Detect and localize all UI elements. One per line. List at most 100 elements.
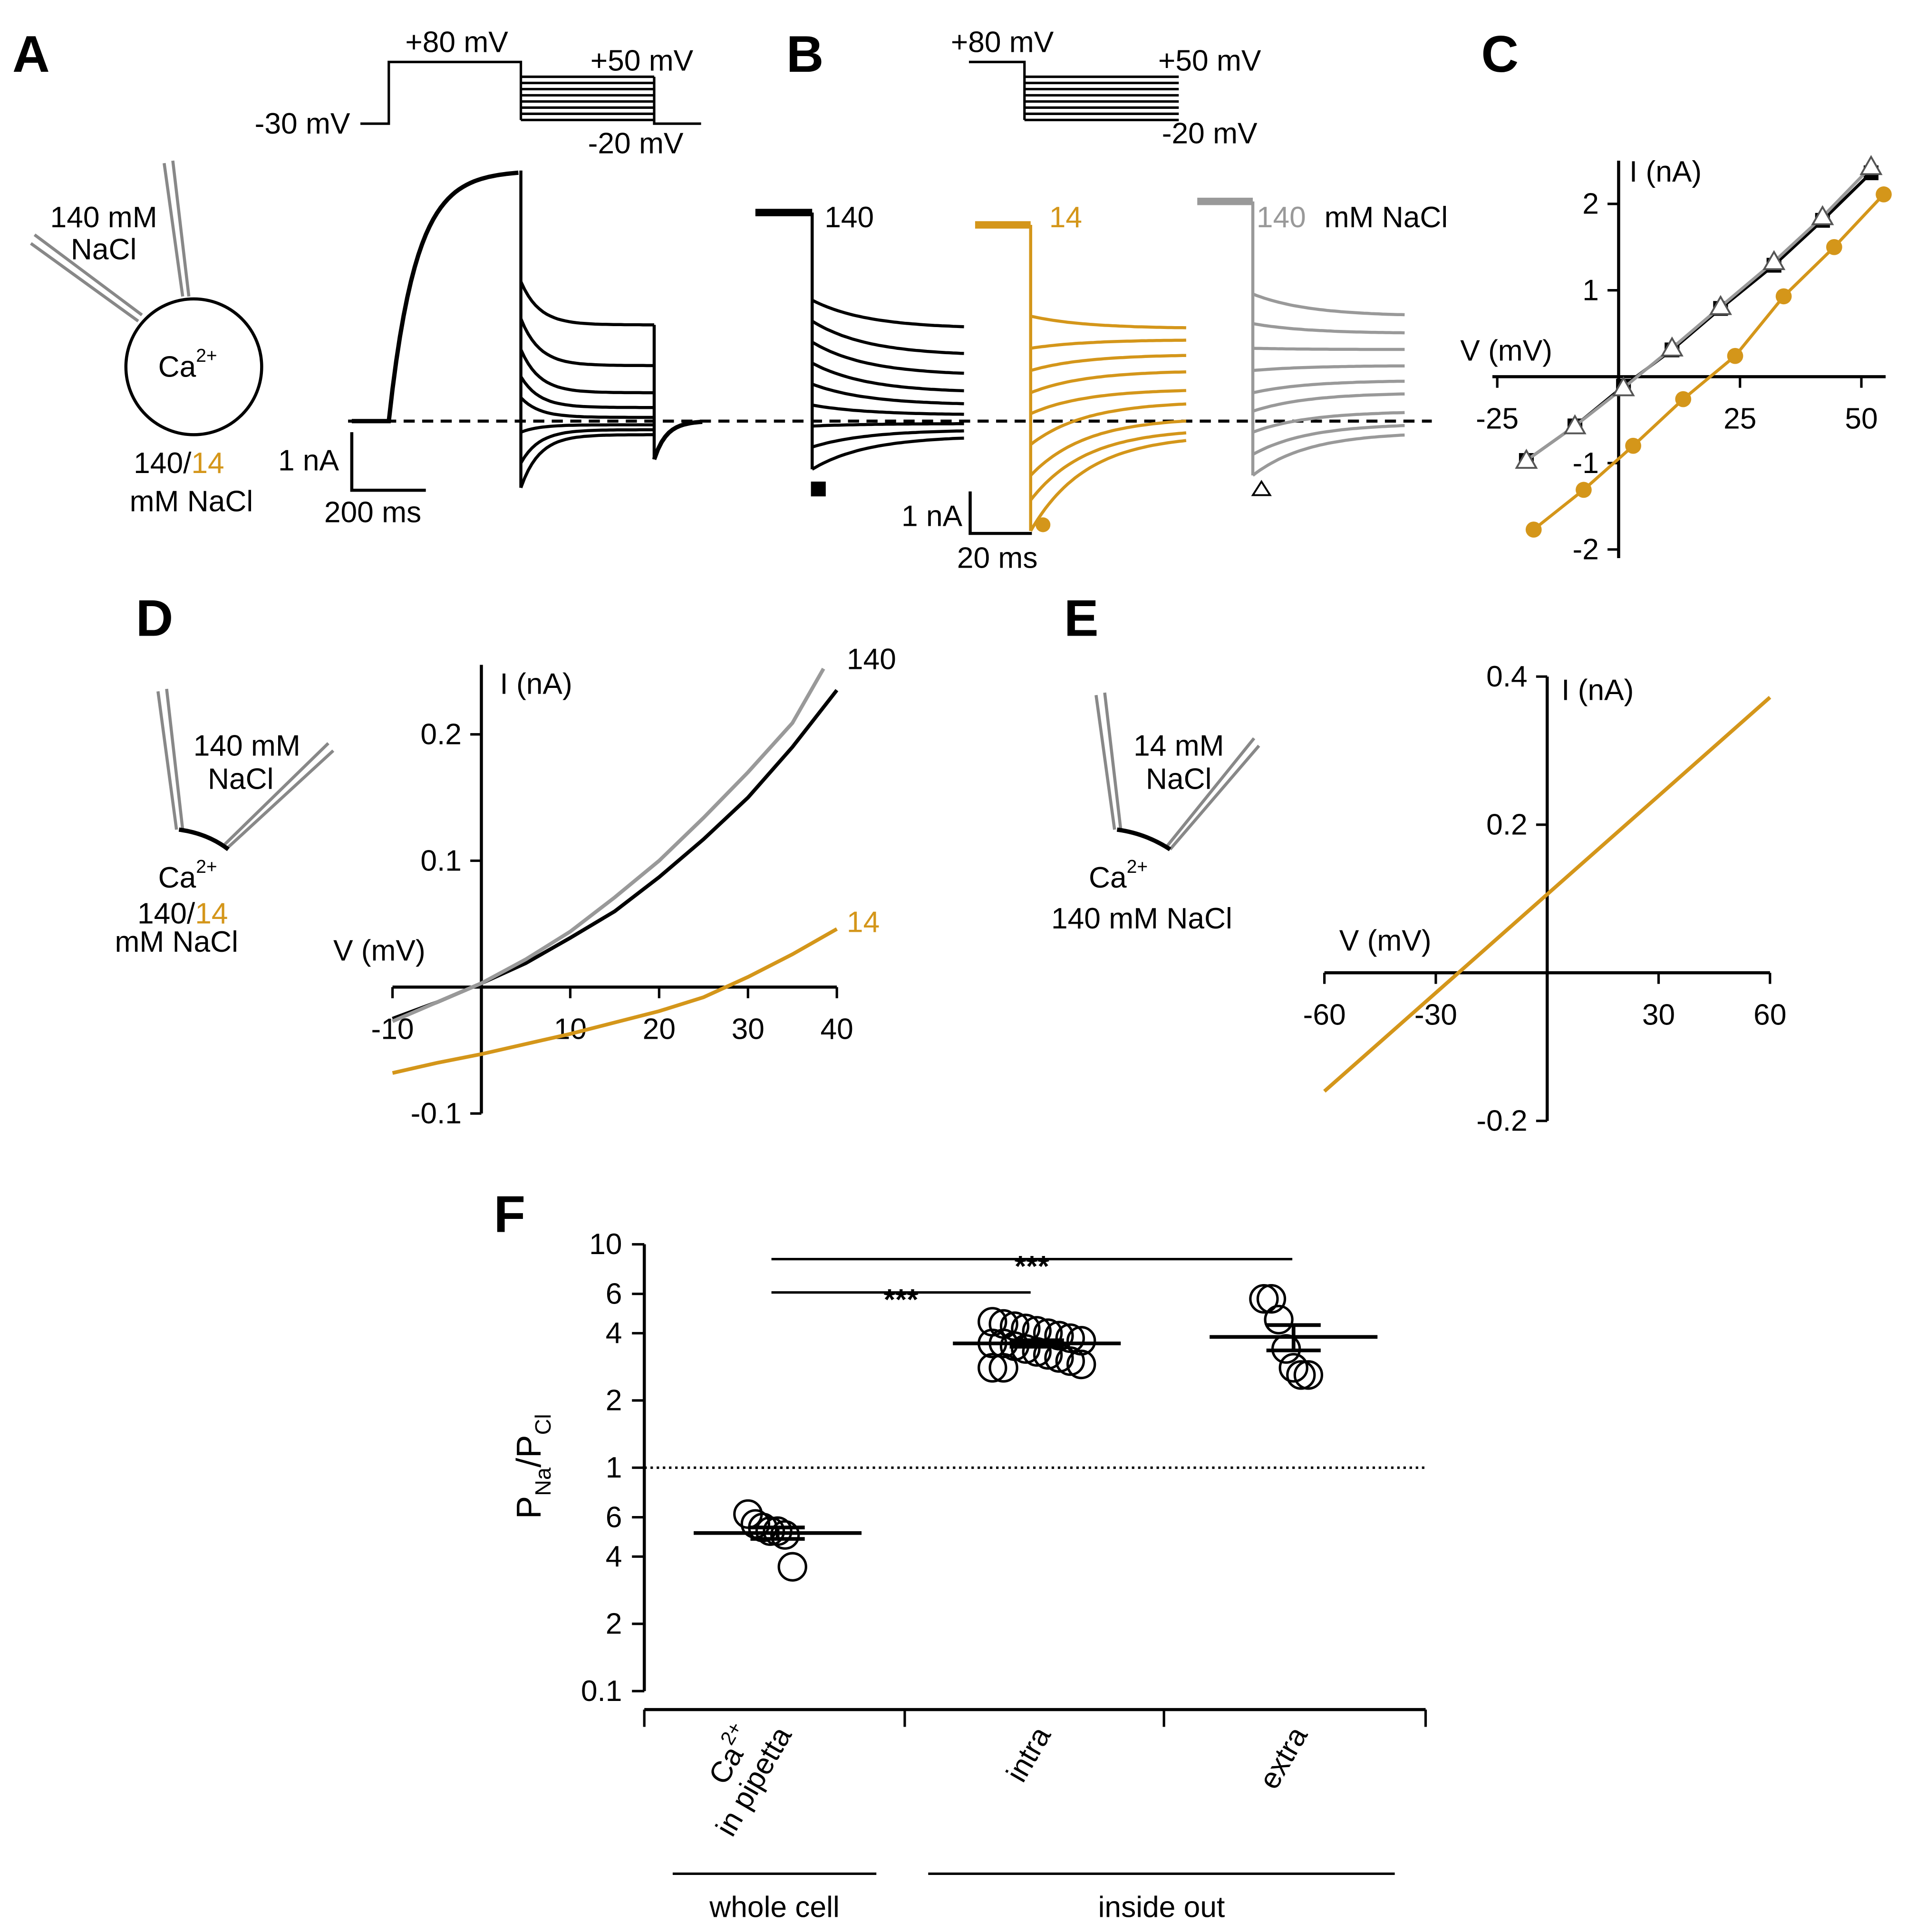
pipette [163, 160, 191, 297]
current-trace [811, 436, 964, 471]
data-point [763, 1516, 793, 1546]
solution-part: 140/ [134, 447, 192, 480]
y-tick-label: 6 [606, 1277, 622, 1310]
voltage-protocol [360, 60, 701, 125]
current-trace [519, 318, 654, 367]
data-point [1811, 205, 1834, 225]
y-axis-label: I (nA) [500, 668, 572, 701]
cell-drawing [29, 160, 1432, 851]
trace-label: 14 [1049, 201, 1082, 234]
y-tick-label: 0.2 [1486, 809, 1528, 841]
x-tick-label: -60 [1303, 998, 1346, 1031]
y-tick-label: 6 [606, 1501, 622, 1534]
y-axis-label: I (nA) [1561, 674, 1634, 707]
data-point [978, 1353, 1007, 1383]
x-tick-label: 30 [1642, 998, 1675, 1031]
solution-label: mM NaCl [130, 485, 253, 518]
y-axis-label-part: /P [510, 1435, 548, 1468]
membrane-patch [178, 827, 230, 851]
solution-part: 14 [191, 447, 224, 480]
voltage-protocol [968, 60, 1179, 121]
x-tick-label: -30 [1414, 998, 1457, 1031]
panel-label: B [786, 25, 824, 83]
solution-label: 14 mM [1133, 729, 1224, 762]
membrane-patch [1116, 827, 1171, 851]
trace-marker [811, 482, 826, 497]
x-tick-label: 50 [1845, 402, 1878, 435]
ion-label: Ca2+ [158, 857, 217, 894]
x-tick-label: 40 [821, 1013, 853, 1045]
data-point [1675, 391, 1692, 407]
scale-label: 1 nA [278, 444, 339, 477]
current-trace [652, 419, 703, 460]
y-tick-label: 1 [1582, 274, 1599, 307]
data-point [1625, 437, 1641, 454]
group-label: inside out [1098, 1891, 1225, 1923]
protocol-label: -20 mV [588, 127, 684, 160]
y-tick-label: -0.1 [411, 1097, 462, 1130]
protocol-label: -20 mV [1162, 117, 1258, 150]
current-trace [812, 429, 964, 449]
y-axis-label-part: P [510, 1496, 548, 1519]
y-axis-label: I (nA) [1629, 155, 1702, 188]
cell [124, 297, 263, 436]
x-tick-label: -25 [1476, 402, 1519, 435]
y-tick-label: 10 [589, 1228, 622, 1261]
category-label: extra [1253, 1721, 1314, 1795]
current-trace [1030, 354, 1186, 372]
y-tick-label: 0.4 [1486, 660, 1528, 693]
current-trace [1252, 424, 1405, 456]
trace-group [351, 60, 1405, 532]
current-trace [1029, 431, 1187, 502]
trace-marker [1036, 517, 1051, 532]
solution-label: 140/14 [137, 897, 228, 930]
solution-label: NaCl [1146, 763, 1211, 795]
error-bar [1009, 1338, 1064, 1349]
solution-part: 140/ [137, 897, 195, 930]
data-line [1532, 193, 1885, 531]
x-tick-label: 60 [1753, 998, 1786, 1031]
data-point [1293, 1360, 1324, 1390]
error-bar [1266, 1323, 1321, 1352]
solution-label: mM NaCl [115, 926, 238, 958]
current-trace [811, 319, 964, 355]
current-trace [1030, 389, 1186, 415]
scale-label: 1 nA [901, 500, 963, 532]
ion: Ca [158, 861, 196, 894]
pipette [29, 233, 143, 323]
data-point [1859, 155, 1883, 175]
current-trace [1029, 419, 1187, 477]
category-label: intra [1000, 1721, 1058, 1787]
current-trace [520, 396, 654, 419]
data-point [1286, 1360, 1316, 1390]
x-axis-label: V (mV) [333, 934, 426, 967]
data-point [1515, 448, 1538, 469]
current-trace [520, 423, 654, 434]
current-trace [1252, 392, 1405, 413]
data-point [1876, 186, 1892, 203]
data-point [1660, 336, 1684, 357]
current-trace [812, 382, 964, 406]
trace-label: 140 [824, 201, 874, 234]
solution-part: 14 [195, 897, 228, 930]
x-axis-label: V (mV) [1339, 925, 1432, 957]
ion-label: Ca2+ [1089, 857, 1148, 894]
current-trace [1029, 402, 1187, 446]
y-tick-label: -0.2 [1476, 1105, 1527, 1138]
data-line [1323, 696, 1771, 1093]
data-point [1576, 482, 1592, 498]
data-point [777, 1552, 807, 1582]
current-trace [1252, 347, 1405, 351]
data-point [1022, 1337, 1052, 1367]
y-tick-label: 1 [606, 1451, 622, 1484]
trace-unit: mM NaCl [1325, 201, 1448, 234]
current-trace [1030, 338, 1186, 350]
data-point [1066, 1349, 1096, 1380]
current-trace [1030, 370, 1186, 395]
x-tick-label: 25 [1723, 402, 1756, 435]
solution-label: 140/14 [134, 447, 224, 480]
protocol-label: +80 mV [405, 26, 508, 59]
current-trace [811, 361, 964, 393]
current-trace [351, 170, 519, 424]
